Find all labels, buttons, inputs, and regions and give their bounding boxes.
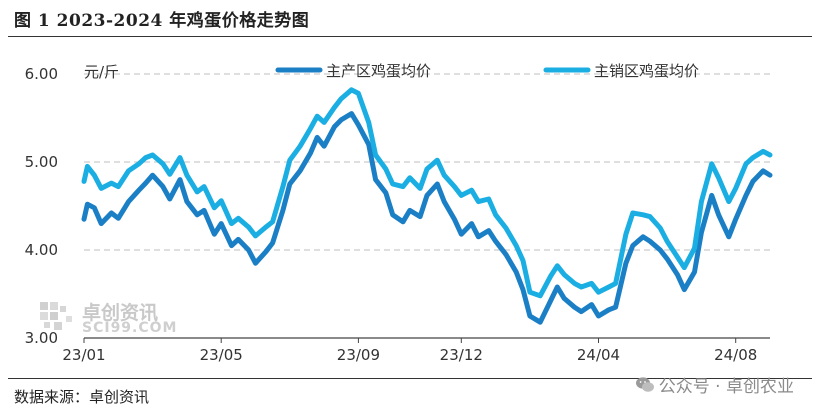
legend-label: 主销区鸡蛋均价 bbox=[594, 62, 699, 80]
y-tick-label: 5.00 bbox=[25, 153, 58, 171]
x-tick-label: 24/08 bbox=[714, 346, 757, 364]
x-tick-label: 23/12 bbox=[440, 346, 483, 364]
legend: 主产区鸡蛋均价 主销区鸡蛋均价 bbox=[275, 62, 699, 80]
wechat-account: 公众号 · 卓创农业 bbox=[635, 372, 794, 397]
y-axis-ticks: 3.00 4.00 5.00 6.00 bbox=[25, 65, 58, 347]
watermark-name: 卓创资讯 bbox=[82, 302, 159, 324]
watermark-site: SCI99.COM bbox=[82, 320, 178, 336]
series-lines bbox=[81, 87, 773, 325]
series-line-producing bbox=[81, 111, 773, 325]
y-tick-label: 6.00 bbox=[25, 65, 58, 83]
x-tick-label: 23/01 bbox=[62, 346, 105, 364]
watermark: 卓创资讯 SCI99.COM bbox=[40, 296, 200, 340]
chart-title: 图 1 2023-2024 年鸡蛋价格走势图 bbox=[14, 11, 310, 31]
egg-price-chart: 3.00 4.00 5.00 6.00 23/01 23/05 23/09 23/12 24/… bbox=[25, 62, 773, 364]
wechat-icon bbox=[635, 377, 654, 392]
x-tick-label: 24/04 bbox=[577, 346, 620, 364]
x-tick-label: 23/09 bbox=[337, 346, 380, 364]
bottom-rule bbox=[8, 378, 812, 379]
wechat-label: 公众号 · 卓创农业 bbox=[658, 377, 794, 397]
top-rule bbox=[8, 36, 812, 37]
y-unit-label: 元/斤 bbox=[84, 63, 119, 81]
y-tick-label: 3.00 bbox=[25, 329, 58, 347]
legend-label: 主产区鸡蛋均价 bbox=[326, 62, 431, 80]
y-tick-label: 4.00 bbox=[25, 241, 58, 259]
x-tick-label: 23/05 bbox=[200, 346, 243, 364]
sci99-logo-icon bbox=[40, 302, 72, 330]
grid-lines bbox=[84, 73, 770, 251]
series-line-selling bbox=[81, 87, 773, 299]
x-axis-ticks: 23/01 23/05 23/09 23/12 24/04 24/08 bbox=[62, 338, 757, 364]
data-source: 数据来源：卓创资讯 bbox=[14, 388, 150, 406]
